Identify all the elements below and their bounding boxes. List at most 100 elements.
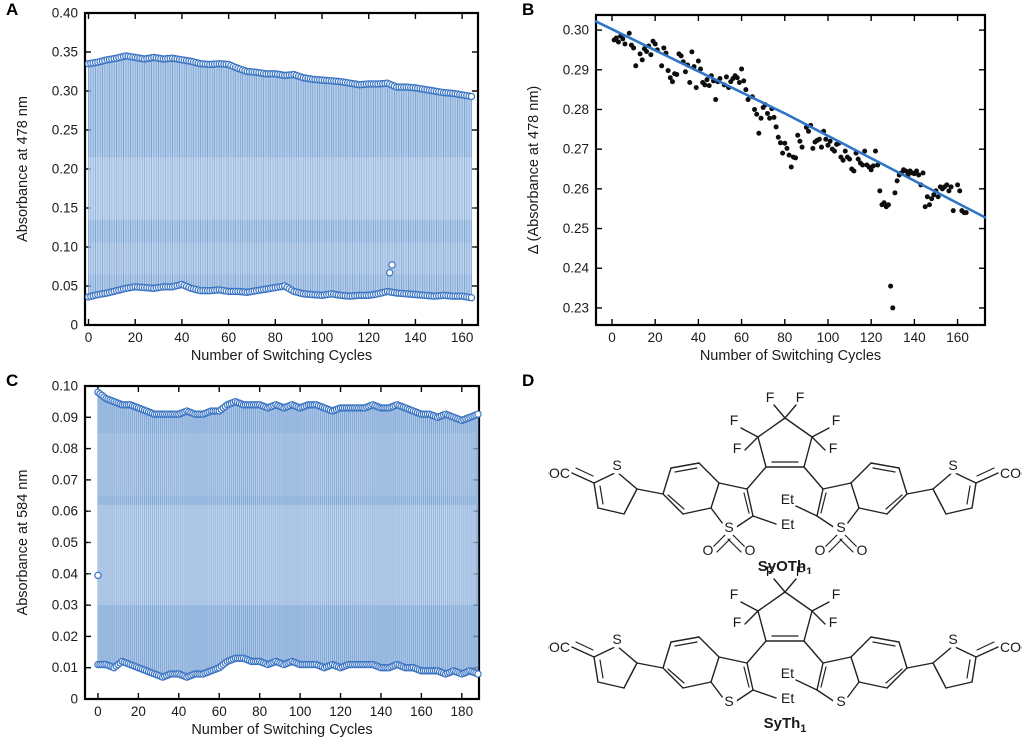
x-axis-label: Number of Switching Cycles bbox=[700, 348, 881, 364]
y-tick-label: 0.28 bbox=[563, 102, 589, 117]
y-tick-label: 0.30 bbox=[563, 23, 589, 38]
y-tick-label: 0.40 bbox=[52, 6, 78, 21]
x-tick-label: 40 bbox=[171, 704, 186, 719]
x-tick-label: 60 bbox=[734, 330, 749, 345]
fit-line bbox=[594, 20, 987, 219]
y-tick-label: 0.29 bbox=[563, 62, 589, 77]
y-tick-label: 0.26 bbox=[563, 181, 589, 196]
x-tick-label: 0 bbox=[85, 330, 93, 345]
oxygen-label: O bbox=[857, 542, 868, 558]
fluorine-label: F bbox=[766, 392, 775, 405]
fluorine-label: F bbox=[829, 614, 838, 630]
scatter-points bbox=[611, 30, 969, 311]
x-axis-label: Number of Switching Cycles bbox=[191, 348, 372, 364]
chart-b-delta-absorbance: 0 20 40 60 80 100 120 140 160 0.23 0.24 0.25 0.26 0.2… bbox=[526, 13, 987, 364]
stray-marker bbox=[386, 269, 394, 277]
y-tick-label: 0.09 bbox=[52, 410, 78, 425]
y-tick-label: 0.25 bbox=[563, 221, 589, 236]
sulfone-double-bond bbox=[839, 538, 854, 553]
label-mask bbox=[743, 544, 757, 558]
y-tick-label: 0.02 bbox=[52, 629, 78, 644]
label-mask bbox=[721, 694, 737, 710]
x-tick-label: 20 bbox=[128, 330, 143, 345]
fluorine-label: F bbox=[796, 566, 805, 579]
y-tick-label: 0.07 bbox=[52, 472, 78, 487]
x-tick-label: 100 bbox=[289, 704, 312, 719]
x-tick-label: 0 bbox=[608, 330, 616, 345]
axes-box bbox=[594, 13, 987, 327]
left-ester-label: MeOOC bbox=[548, 465, 570, 481]
y-axis-label: Δ (Absorbance at 478 nm) bbox=[526, 86, 542, 254]
x-tick-label: 20 bbox=[131, 704, 146, 719]
sulfone-double-bond bbox=[828, 538, 843, 553]
y-tick-label: 0.01 bbox=[52, 660, 78, 675]
label-mask bbox=[945, 458, 961, 474]
label-mask bbox=[833, 520, 849, 536]
x-tick-label: 40 bbox=[174, 330, 189, 345]
x-tick-label: 120 bbox=[860, 330, 883, 345]
x-tick-label: 160 bbox=[946, 330, 969, 345]
label-mask bbox=[855, 544, 869, 558]
x-tick-label: 0 bbox=[94, 704, 102, 719]
y-tick-label: 0.23 bbox=[563, 300, 589, 315]
panel-c: 0 20 40 60 80 100 120 140 160 180 0 0.01 0.02 0.03 0.0… bbox=[0, 371, 512, 742]
y-axis-label: Absorbance at 584 nm bbox=[15, 470, 31, 616]
x-tick-label: 40 bbox=[691, 330, 706, 345]
ethyl-label: Et bbox=[781, 665, 794, 681]
chart-c-absorbance-584: 0 20 40 60 80 100 120 140 160 180 0 0.01 0.02 0.03 0.0… bbox=[15, 379, 482, 738]
x-tick-label: 140 bbox=[903, 330, 926, 345]
y-tick-label: 0.05 bbox=[52, 279, 78, 294]
switching-cycle-lines bbox=[97, 392, 479, 678]
molecule-bonds bbox=[571, 578, 999, 707]
panel-d-letter: D bbox=[522, 371, 535, 390]
x-tick-label: 160 bbox=[410, 704, 433, 719]
y-tick-label: 0.27 bbox=[563, 142, 589, 157]
panel-b: 0 20 40 60 80 100 120 140 160 0.23 0.24 0.25 0.26 0.2… bbox=[512, 0, 1024, 371]
sulfur-label: S bbox=[836, 693, 845, 709]
y-tick-label: 0.10 bbox=[52, 379, 78, 394]
ethyl-label: Et bbox=[781, 491, 794, 507]
sulfone-double-bond bbox=[844, 534, 859, 549]
x-tick-label: 160 bbox=[451, 330, 474, 345]
molecule-syth1-structure: FFFFFFSSSSEtEtMeOOCCOOMeSyTh1 bbox=[548, 566, 1022, 735]
sulfone-double-bond bbox=[716, 538, 731, 553]
sulfur-label: S bbox=[948, 457, 957, 473]
sulfone-double-bond bbox=[727, 538, 742, 553]
panel-d: FFFFFFSSSSOOOOEtEtMeOOCCOOMeSyOTh1 FFFFF… bbox=[512, 371, 1024, 742]
oxygen-label: O bbox=[703, 542, 714, 558]
oxygen-label: O bbox=[815, 542, 826, 558]
x-tick-label: 60 bbox=[221, 330, 236, 345]
fluorine-label: F bbox=[766, 566, 775, 579]
texture-band bbox=[88, 243, 475, 275]
fluorine-label: F bbox=[730, 412, 739, 428]
fluorine-label: F bbox=[733, 614, 742, 630]
y-tick-label: 0.20 bbox=[52, 162, 78, 177]
texture-band bbox=[88, 432, 476, 496]
x-tick-label: 80 bbox=[777, 330, 792, 345]
x-tick-label: 20 bbox=[648, 330, 663, 345]
y-tick-label: 0.24 bbox=[563, 261, 590, 276]
sulfur-label: S bbox=[836, 519, 845, 535]
molecule-syoth1-structure: FFFFFFSSSSOOOOEtEtMeOOCCOOMeSyOTh1 bbox=[548, 392, 1022, 574]
x-tick-label: 120 bbox=[329, 704, 352, 719]
stray-marker bbox=[388, 261, 396, 269]
fluorine-label: F bbox=[796, 392, 805, 405]
sulfur-label: S bbox=[612, 457, 621, 473]
y-tick-label: 0.15 bbox=[52, 201, 78, 216]
molecule-name: SyOTh1 bbox=[758, 558, 812, 574]
fluorine-label: F bbox=[733, 440, 742, 456]
y-tick-label: 0 bbox=[70, 318, 78, 333]
right-ester-label: COOMe bbox=[1000, 639, 1022, 655]
cycle-markers bbox=[94, 388, 482, 681]
y-tick-label: 0.03 bbox=[52, 598, 78, 613]
y-tick-label: 0.05 bbox=[52, 535, 78, 550]
label-mask bbox=[813, 544, 827, 558]
sulfone-double-bond bbox=[732, 534, 747, 549]
y-tick-label: 0.25 bbox=[52, 123, 78, 138]
texture-band bbox=[88, 157, 475, 220]
label-mask bbox=[721, 520, 737, 536]
panel-b-letter: B bbox=[522, 0, 535, 19]
stray-marker bbox=[94, 571, 102, 580]
panel-c-letter: C bbox=[6, 371, 19, 390]
